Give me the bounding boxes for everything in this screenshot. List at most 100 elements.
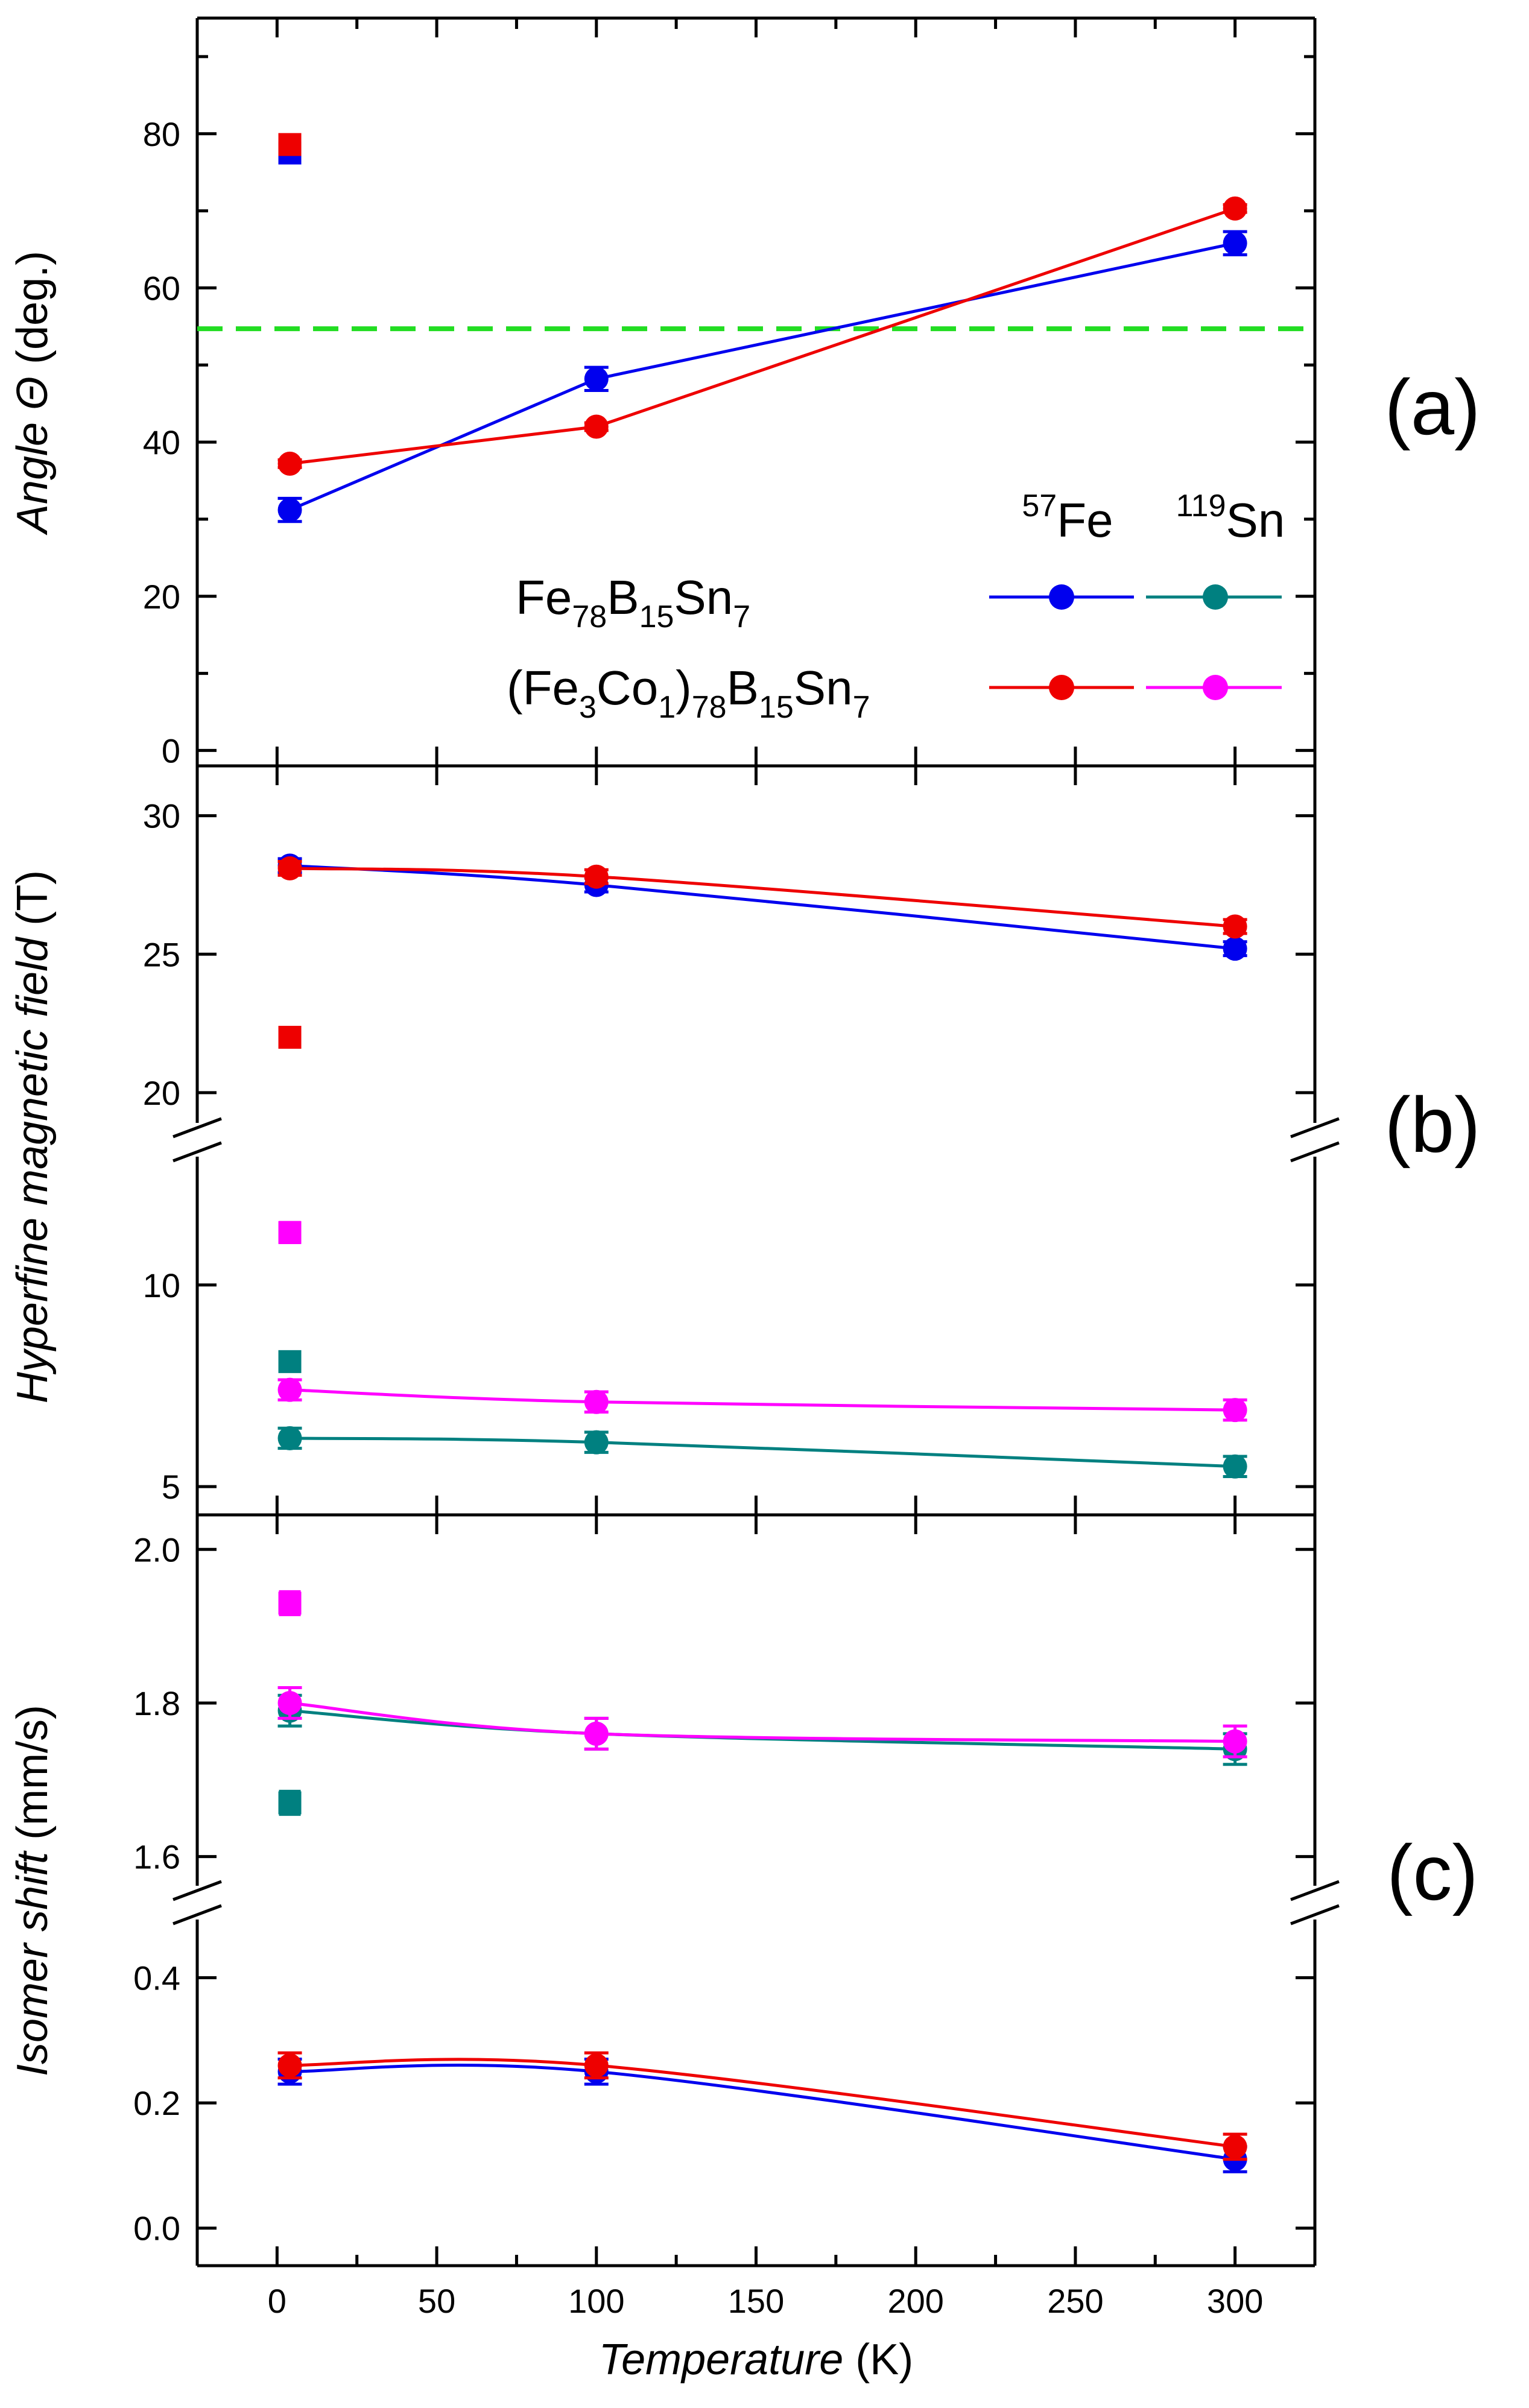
legend-label-subscript: 1 <box>658 690 676 725</box>
y-axis-panel-c: 0.0 0.2 0.4 <box>133 1959 1315 2248</box>
series-line <box>290 207 1236 466</box>
y-tick-label: 10 <box>143 1266 180 1304</box>
data-point <box>277 1426 302 1450</box>
legend-row-label: (Fe3Co1)78B15Sn7 <box>507 661 870 725</box>
y-axis-label-text: Hyperfine magnetic field <box>8 937 57 1403</box>
data-point <box>1223 1398 1247 1423</box>
axis-break-mark <box>1290 1141 1340 1163</box>
legend-label-subscript: 7 <box>733 599 750 634</box>
panel-label-c: (c) <box>1387 1828 1478 1917</box>
y-tick-label: 1.6 <box>133 1838 180 1876</box>
legend-header-superscript: 119 <box>1176 488 1226 523</box>
axis-break-mark <box>1290 1880 1340 1901</box>
y-axis-unit: (mm/s) <box>8 1705 57 1852</box>
y-axis-label-text: Isomer shift <box>8 1850 57 2076</box>
legend-label-base: Fe <box>516 570 572 624</box>
legend-row-label: Fe78B15Sn7 <box>516 570 750 634</box>
x-axis-unit: (K) <box>843 2336 913 2384</box>
data-point <box>277 1690 302 1715</box>
y-axis-panel-a: 0 20 40 60 80 <box>143 115 1315 769</box>
x-tick-label: 250 <box>1047 2282 1103 2320</box>
square-point <box>278 1591 302 1615</box>
square-point <box>278 133 302 156</box>
data-point <box>584 367 609 391</box>
y-tick-label: 0.2 <box>133 2084 180 2122</box>
x-tick-label: 300 <box>1207 2282 1263 2320</box>
panel-label-a: (a) <box>1385 363 1481 451</box>
data-point <box>584 1721 609 1746</box>
y-axis-unit: (deg.) <box>8 251 57 376</box>
axis-break-mark <box>173 1904 222 1926</box>
square-point <box>278 1026 302 1049</box>
y-axis-label-c: Isomer shift (mm/s) <box>8 1705 57 2076</box>
series-line <box>290 1701 1235 1743</box>
legend-label-base: Sn <box>674 570 733 624</box>
series-line <box>289 241 1236 511</box>
y-tick-label: 20 <box>143 1074 180 1112</box>
x-axis: 0 50 100 150 200 250 300 Temperature (K) <box>195 18 1317 2384</box>
legend-label-subscript: 78 <box>572 599 607 634</box>
y-tick-label: 60 <box>143 269 180 307</box>
square-point <box>278 1350 302 1373</box>
panel-label-b: (b) <box>1385 1081 1481 1169</box>
series-line <box>290 1388 1235 1412</box>
y-axis-panel-b: 5 10 <box>143 1266 1315 1506</box>
y-tick-label: 30 <box>143 797 180 835</box>
data-point <box>1223 231 1247 256</box>
legend-header-element: Sn <box>1226 493 1285 547</box>
data-point <box>277 498 302 522</box>
y-axis-panel-b: 20 25 30 <box>143 797 1315 1112</box>
legend-label-subscript: 78 <box>692 690 727 725</box>
data-point <box>1223 1729 1247 1754</box>
series-panel-a <box>277 133 1247 523</box>
y-axis-label-text: Angle Θ <box>8 376 57 536</box>
data-point <box>584 1430 609 1455</box>
data-point <box>277 856 302 880</box>
x-tick-label: 50 <box>418 2282 455 2320</box>
series-line <box>290 1709 1235 1751</box>
data-point <box>1223 937 1247 961</box>
y-axis-label-b: Hyperfine magnetic field (T) <box>8 870 57 1403</box>
data-point <box>277 1377 302 1402</box>
legend-column-header: 57Fe <box>1022 488 1113 547</box>
square-point <box>278 1221 302 1244</box>
legend-label-subscript: 7 <box>853 690 870 725</box>
legend-label-base: B <box>727 661 759 715</box>
data-point <box>1223 2134 1247 2159</box>
axes-frame <box>173 16 1340 2267</box>
series-panel-c <box>277 1590 1247 2173</box>
y-tick-label: 1.8 <box>133 1684 180 1722</box>
axis-break-mark <box>1290 1904 1340 1926</box>
y-tick-label: 40 <box>143 423 180 461</box>
legend-header-element: Fe <box>1057 493 1113 547</box>
y-tick-label: 2.0 <box>133 1531 180 1569</box>
y-tick-label: 0.0 <box>133 2210 180 2248</box>
series-line <box>290 1436 1235 1468</box>
axis-break-mark <box>173 1141 222 1163</box>
legend-label-base: ) <box>676 661 692 715</box>
data-point <box>584 1389 609 1414</box>
legend-swatch-marker <box>1049 584 1074 610</box>
legend-swatch-marker <box>1049 675 1074 700</box>
legend-label-subscript: 15 <box>639 599 674 634</box>
data-point <box>584 2053 609 2078</box>
y-axis-panel-c: 1.6 1.8 2.0 <box>133 1531 1315 1876</box>
x-tick-label: 100 <box>568 2282 624 2320</box>
square-point <box>278 1791 302 1815</box>
legend-label-subscript: 15 <box>759 690 794 725</box>
y-tick-label: 5 <box>162 1468 180 1506</box>
x-tick-label: 150 <box>728 2282 784 2320</box>
data-point <box>1223 1454 1247 1479</box>
series-line <box>290 867 1235 928</box>
legend-label-base: Co <box>597 661 658 715</box>
data-point <box>584 414 609 439</box>
y-tick-label: 20 <box>143 578 180 616</box>
legend-label-subscript: 3 <box>579 690 597 725</box>
x-axis-label: Temperature (K) <box>599 2336 914 2384</box>
axis-break-mark <box>1290 1117 1340 1139</box>
x-tick-label: 200 <box>887 2282 943 2320</box>
axis-break-mark <box>173 1880 222 1901</box>
axis-break-mark <box>173 1117 222 1139</box>
